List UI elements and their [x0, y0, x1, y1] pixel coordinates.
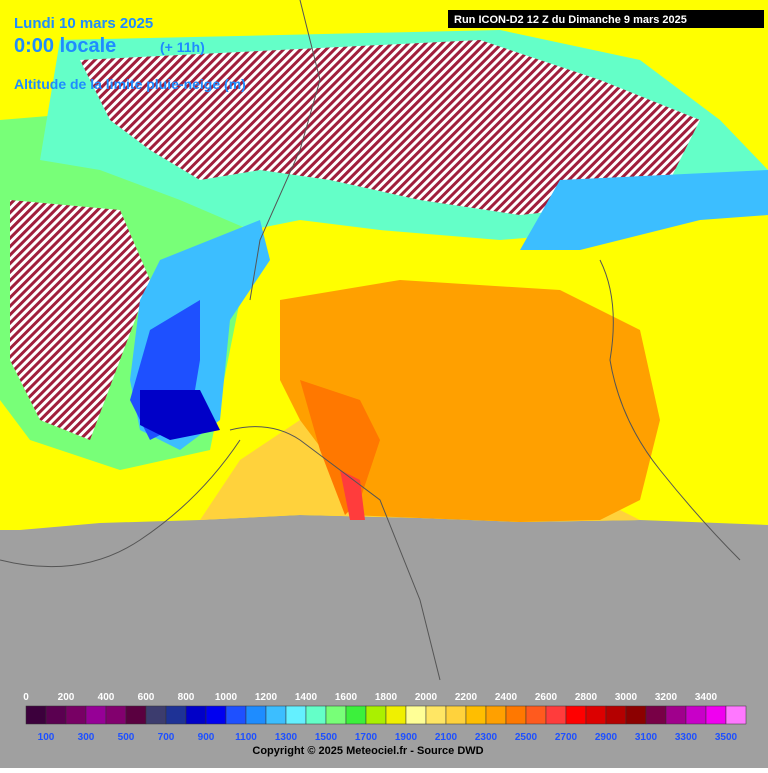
legend-label: 400	[98, 692, 115, 703]
legend-swatch	[665, 705, 687, 725]
legend-label: 1900	[395, 732, 418, 743]
legend-swatch	[465, 705, 487, 725]
legend-swatch	[205, 705, 227, 725]
legend-swatch	[285, 705, 307, 725]
legend-label: 1700	[355, 732, 378, 743]
legend-label: 3300	[675, 732, 698, 743]
legend-label: 1100	[235, 732, 257, 743]
legend-label: 1400	[295, 692, 318, 703]
legend-label: 700	[158, 732, 175, 743]
field-name: Altitude de la limite pluie-neige (m)	[14, 76, 246, 92]
legend-swatch	[645, 705, 667, 725]
legend-swatch	[65, 705, 87, 725]
borders	[0, 0, 741, 681]
legend-label: 1600	[335, 692, 358, 703]
legend-label: 2300	[475, 732, 498, 743]
run-box	[448, 10, 764, 28]
run-label: Run ICON-D2 12 Z du Dimanche 9 mars 2025	[454, 14, 687, 26]
legend-label: 2800	[575, 692, 598, 703]
legend-swatch	[585, 705, 607, 725]
legend-label: 900	[198, 732, 215, 743]
legend-label: 1300	[275, 732, 298, 743]
legend: 0 100 200 300 400 500 600 700 800 900 1000 1100 1200…	[23, 692, 747, 743]
legend-label: 3500	[715, 732, 738, 743]
legend-label: 2500	[515, 732, 538, 743]
legend-label: 1200	[255, 692, 278, 703]
legend-swatch	[185, 705, 207, 725]
legend-label: 600	[138, 692, 155, 703]
legend-swatch	[445, 705, 467, 725]
field	[0, 0, 768, 530]
legend-label: 2700	[555, 732, 578, 743]
legend-swatch	[105, 705, 127, 725]
legend-label: 2900	[595, 732, 618, 743]
legend-label: 800	[178, 692, 195, 703]
legend-label: 3000	[615, 692, 638, 703]
legend-swatch	[625, 705, 647, 725]
legend-swatch	[525, 705, 547, 725]
legend-swatch	[605, 705, 627, 725]
legend-label: 1500	[315, 732, 338, 743]
legend-label: 2400	[495, 692, 518, 703]
date: Lundi 10 mars 2025	[14, 15, 153, 32]
legend-label: 100	[38, 732, 55, 743]
legend-swatch	[305, 705, 327, 725]
legend-swatch	[725, 705, 747, 725]
legend-swatch	[245, 705, 267, 725]
legend-swatch	[405, 705, 427, 725]
copyright: Copyright © 2025 Meteociel.fr - Source D…	[252, 745, 483, 757]
legend-swatch	[265, 705, 287, 725]
legend-label: 3200	[655, 692, 678, 703]
legend-swatch	[85, 705, 107, 725]
legend-label: 2100	[435, 732, 458, 743]
legend-swatch	[545, 705, 567, 725]
legend-panel	[0, 686, 768, 768]
legend-swatch	[505, 705, 527, 725]
legend-swatch	[365, 705, 387, 725]
legend-label: 200	[58, 692, 75, 703]
legend-swatch	[325, 705, 347, 725]
legend-swatch	[225, 705, 247, 725]
legend-swatch	[385, 705, 407, 725]
legend-label: 1000	[215, 692, 238, 703]
legend-swatch	[485, 705, 507, 725]
legend-swatch	[425, 705, 447, 725]
legend-label: 0	[23, 692, 29, 703]
legend-label: 2200	[455, 692, 478, 703]
legend-swatch	[25, 705, 47, 725]
legend-swatch	[45, 705, 67, 725]
legend-label: 3400	[695, 692, 718, 703]
legend-label: 3100	[635, 732, 658, 743]
legend-swatch	[165, 705, 187, 725]
legend-swatch	[145, 705, 167, 725]
legend-label: 500	[118, 732, 135, 743]
legend-label: 300	[78, 732, 95, 743]
legend-swatch	[705, 705, 727, 725]
legend-label: 1800	[375, 692, 398, 703]
legend-swatch	[345, 705, 367, 725]
legend-swatch	[125, 705, 147, 725]
legend-label: 2600	[535, 692, 558, 703]
legend-swatch	[565, 705, 587, 725]
legend-label: 2000	[415, 692, 438, 703]
legend-swatch	[685, 705, 707, 725]
time: 0:00 locale	[14, 35, 116, 57]
offset: (+ 11h)	[160, 39, 205, 55]
